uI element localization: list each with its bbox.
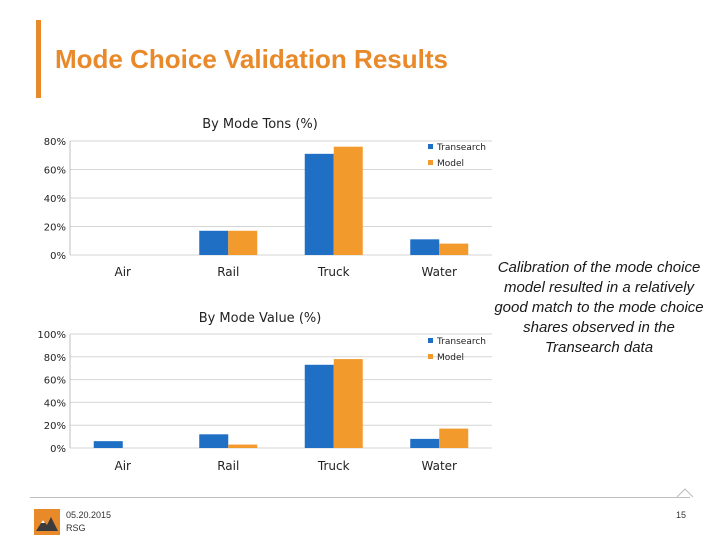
footer-notch-icon	[676, 488, 694, 498]
title-accent-bar	[36, 20, 41, 98]
rsg-logo-icon	[34, 509, 60, 535]
bar-transearch-rail	[199, 230, 229, 255]
y-tick-label: 40%	[44, 398, 66, 409]
bar-model-water	[439, 243, 469, 255]
y-tick-label: 60%	[44, 166, 66, 177]
page-number: 15	[676, 510, 687, 520]
x-category-label: Rail	[217, 459, 239, 473]
tons-chart: By Mode Tons (%) 0% 20% 40% 60% 80% Air Rail Tru…	[44, 117, 492, 279]
slide-title: Mode Choice Validation Results	[55, 44, 448, 74]
x-category-label: Air	[115, 265, 132, 279]
chart-title: By Mode Value (%)	[199, 311, 322, 326]
bar-model-truck	[333, 146, 363, 255]
legend-swatch-transearch	[428, 144, 433, 149]
callout-text: Calibration of the mode choice model res…	[494, 259, 704, 356]
legend-swatch-model	[428, 354, 433, 359]
bar-transearch-truck	[304, 153, 334, 255]
x-category-label: Water	[422, 265, 458, 279]
legend-swatch-transearch	[428, 338, 433, 343]
y-tick-label: 0%	[50, 444, 66, 455]
x-category-label: Truck	[317, 459, 350, 473]
bar-transearch-truck	[304, 364, 334, 448]
y-tick-label: 20%	[44, 421, 66, 432]
legend-label-model: Model	[437, 353, 464, 363]
chart-title: By Mode Tons (%)	[202, 117, 318, 132]
legend-label-model: Model	[437, 159, 464, 169]
y-tick-label: 40%	[44, 194, 66, 205]
y-tick-label: 80%	[44, 353, 66, 364]
y-tick-label: 100%	[37, 330, 66, 341]
bar-transearch-water	[410, 438, 440, 448]
bar-transearch-air	[93, 441, 123, 448]
bar-model-rail	[228, 444, 258, 448]
footer-date: 05.20.2015	[66, 510, 112, 520]
footer-divider	[30, 497, 690, 498]
y-tick-label: 80%	[44, 137, 66, 148]
legend-swatch-model	[428, 160, 433, 165]
y-tick-label: 0%	[50, 251, 66, 262]
value-chart: By Mode Value (%) 0% 20% 40% 60% 80% 100% Air Ra…	[37, 311, 492, 473]
y-tick-label: 60%	[44, 376, 66, 387]
x-category-label: Rail	[217, 265, 239, 279]
bar-transearch-rail	[199, 434, 229, 448]
bar-transearch-water	[410, 239, 440, 255]
footer-meta: 05.20.2015 RSG	[66, 509, 111, 535]
x-category-label: Truck	[317, 265, 350, 279]
footer-org: RSG	[66, 523, 86, 533]
bar-model-rail	[228, 230, 258, 255]
legend-label-transearch: Transearch	[436, 143, 486, 153]
bar-model-truck	[333, 359, 363, 448]
legend-label-transearch: Transearch	[436, 337, 486, 347]
y-tick-label: 20%	[44, 223, 66, 234]
x-category-label: Air	[115, 459, 132, 473]
x-category-label: Water	[422, 459, 458, 473]
bar-model-water	[439, 428, 469, 448]
